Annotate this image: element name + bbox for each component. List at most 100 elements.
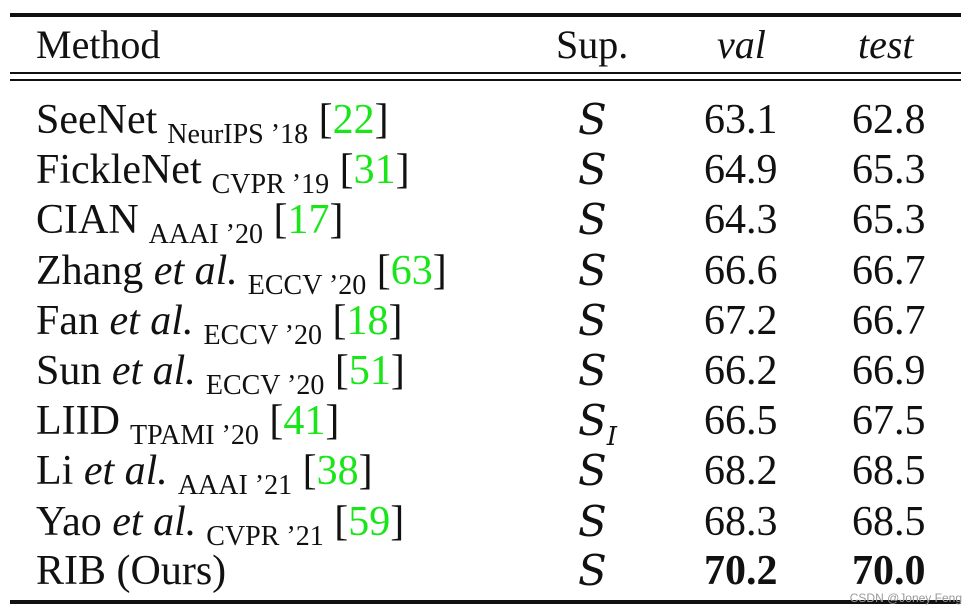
watermark-text: CSDN @Joney Feng <box>849 591 962 605</box>
ref-bracket-close: ] <box>329 197 344 244</box>
method-etal: et al. <box>109 297 194 344</box>
citation-link[interactable]: 51 <box>348 348 391 394</box>
method-name: CIAN <box>36 197 139 244</box>
test-cell: 66.9 <box>852 348 926 394</box>
ref-bracket-open: [ <box>332 297 347 344</box>
val-cell: 68.2 <box>704 448 778 495</box>
citation-link[interactable]: 59 <box>348 498 391 545</box>
method-cell: CIAN AAAI ’20 [17] <box>36 195 343 250</box>
header-test: test <box>858 22 914 67</box>
ours-test: 70.0 <box>852 548 926 594</box>
test-cell: 66.7 <box>852 247 926 294</box>
test-cell: 65.3 <box>852 197 926 244</box>
sup-cell: S <box>578 296 607 346</box>
sup-cell: S <box>578 446 607 496</box>
ref-bracket-open: [ <box>334 498 349 545</box>
citation-link[interactable]: 18 <box>346 297 389 344</box>
method-name: Fan <box>36 297 99 344</box>
method-cell: Li et al. AAAI ’21 [38] <box>36 446 373 501</box>
ours-val: 70.2 <box>704 548 778 594</box>
method-name: Yao <box>36 498 102 545</box>
sup-symbol: S <box>578 446 607 496</box>
val-cell: 66.6 <box>704 247 778 294</box>
ref-bracket-open: [ <box>334 348 349 394</box>
test-cell: 68.5 <box>852 448 926 495</box>
venue-label: AAAI ’21 <box>177 470 293 502</box>
table-row: FickleNet CVPR ’19 [31] S 64.9 65.3 <box>0 145 974 200</box>
val-cell: 67.2 <box>704 297 778 344</box>
table-header: Method Sup. val test <box>0 20 974 70</box>
citation-link[interactable]: 38 <box>316 448 359 495</box>
bottom-rule <box>10 600 961 604</box>
test-cell: 67.5 <box>852 398 926 445</box>
method-cell: Sun et al. ECCV ’20 [51] <box>36 346 405 401</box>
method-cell: LIID TPAMI ’20 [41] <box>36 396 339 451</box>
table-row: Fan et al. ECCV ’20 [18] S 67.2 66.7 <box>0 296 974 351</box>
header-rule-1 <box>10 72 961 74</box>
header-rule-2 <box>10 79 961 81</box>
top-rule <box>10 13 961 17</box>
table-row: Li et al. AAAI ’21 [38] S 68.2 68.5 <box>0 446 974 501</box>
table-row-ours: RIB (Ours) S 70.2 70.0 <box>0 546 974 596</box>
ref-bracket-close: ] <box>395 147 410 194</box>
test-cell: 68.5 <box>852 498 926 545</box>
ref-bracket-close: ] <box>325 398 340 445</box>
header-method: Method <box>36 22 161 67</box>
citation-link[interactable]: 41 <box>283 398 326 445</box>
method-etal: et al. <box>153 247 238 294</box>
header-val: val <box>717 22 766 67</box>
table-row: Yao et al. CVPR ’21 [59] S 68.3 68.5 <box>0 496 974 552</box>
sup-symbol: S <box>578 295 607 345</box>
ref-bracket-open: [ <box>302 448 317 495</box>
method-name: Li <box>36 448 74 495</box>
citation-link[interactable]: 17 <box>287 197 330 244</box>
method-cell: Yao et al. CVPR ’21 [59] <box>36 497 404 552</box>
sup-cell: SI <box>578 396 617 452</box>
header-sup: Sup. <box>556 22 629 67</box>
sup-symbol: S <box>578 496 607 546</box>
method-etal: et al. <box>112 498 197 545</box>
test-cell: 62.8 <box>852 97 926 143</box>
method-etal: et al. <box>111 348 196 394</box>
citation-link[interactable]: 31 <box>353 147 396 194</box>
venue-label: NeurIPS ’18 <box>167 119 309 150</box>
method-name: FickleNet <box>36 147 202 194</box>
ref-bracket-close: ] <box>358 448 373 495</box>
citation-link[interactable]: 22 <box>332 97 375 143</box>
venue-label: CVPR ’19 <box>211 169 330 201</box>
ref-bracket-close: ] <box>390 348 405 394</box>
val-cell: 68.3 <box>704 498 778 545</box>
sup-cell: S <box>578 246 607 296</box>
citation-link[interactable]: 63 <box>390 247 433 294</box>
table-row: LIID TPAMI ’20 [41] SI 66.5 67.5 <box>0 396 974 452</box>
method-cell: Zhang et al. ECCV ’20 [63] <box>36 246 447 301</box>
ref-bracket-open: [ <box>269 398 284 445</box>
method-name: Zhang <box>36 247 144 294</box>
sup-symbol: S <box>578 95 607 144</box>
val-cell: 66.2 <box>704 348 778 394</box>
method-name: SeeNet <box>36 97 158 143</box>
val-cell: 64.3 <box>704 197 778 244</box>
test-cell: 65.3 <box>852 147 926 194</box>
sup-symbol: S <box>578 195 607 245</box>
ours-sup: S <box>578 546 607 595</box>
ref-bracket-close: ] <box>388 297 403 344</box>
venue-label: TPAMI ’20 <box>129 420 259 452</box>
ref-bracket-open: [ <box>376 247 391 294</box>
method-etal: et al. <box>83 448 168 495</box>
sup-cell: S <box>578 195 607 245</box>
ours-method: RIB (Ours) <box>36 548 227 594</box>
sup-symbol: S <box>578 396 607 446</box>
method-name: Sun <box>36 348 102 394</box>
sup-cell: S <box>578 346 607 396</box>
table-row: Zhang et al. ECCV ’20 [63] S 66.6 66.7 <box>0 246 974 301</box>
method-cell: SeeNet NeurIPS ’18 [22] <box>36 95 389 150</box>
sup-symbol: S <box>578 145 607 195</box>
val-cell: 66.5 <box>704 398 778 445</box>
venue-label: CVPR ’21 <box>206 520 324 552</box>
val-cell: 64.9 <box>704 147 778 194</box>
method-cell: FickleNet CVPR ’19 [31] <box>36 145 410 200</box>
ref-bracket-close: ] <box>432 247 447 294</box>
val-cell: 63.1 <box>704 97 778 143</box>
ref-bracket-close: ] <box>390 498 405 545</box>
